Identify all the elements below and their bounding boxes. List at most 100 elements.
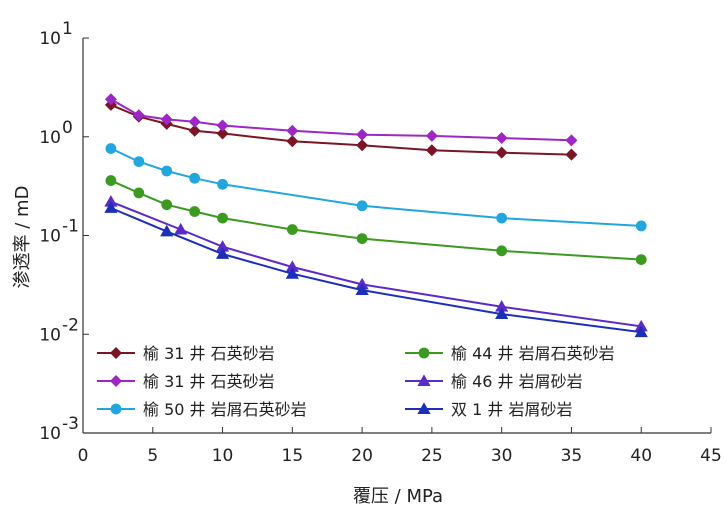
data-point (286, 224, 298, 235)
data-point (495, 146, 508, 159)
data-point (495, 307, 509, 320)
data-point (635, 220, 647, 232)
data-point (285, 267, 299, 279)
x-tick-label: 20 (351, 446, 373, 466)
series-line (110, 103, 572, 156)
legend-marker (110, 347, 122, 359)
data-point (105, 175, 117, 186)
x-tick-label: 0 (78, 446, 89, 466)
data-point (217, 178, 228, 190)
legend-item: 双 1 井 岩屑砂岩 (405, 400, 572, 419)
series-2 (104, 93, 578, 147)
data-point (133, 156, 145, 168)
y-tick-label: 10 (39, 227, 61, 247)
legend-label: 榆 44 井 岩屑石英砂岩 (451, 344, 615, 363)
data-point (161, 199, 173, 211)
data-point (635, 254, 647, 266)
data-point (188, 124, 201, 137)
data-point (425, 129, 438, 142)
data-point (216, 127, 229, 140)
legend-marker (417, 374, 431, 386)
data-point (215, 240, 230, 252)
legend-label: 双 1 井 岩屑砂岩 (451, 400, 572, 419)
data-point (189, 206, 201, 217)
legend-label: 榆 31 井 石英砂岩 (143, 372, 275, 391)
data-point (160, 113, 173, 126)
data-point (160, 224, 174, 237)
data-point (104, 195, 118, 207)
series-line (110, 200, 642, 328)
x-tick-label: 5 (147, 446, 158, 466)
x-tick-label: 25 (421, 446, 443, 466)
legend-item: 榆 50 井 岩屑石英砂岩 (97, 400, 307, 419)
data-point (133, 187, 145, 199)
y-tick-label: 10 (39, 29, 61, 49)
y-tick-label: 10 (39, 128, 61, 148)
series-1 (104, 98, 578, 161)
legend-label: 榆 46 井 岩屑砂岩 (451, 372, 583, 391)
x-tick-label: 35 (561, 446, 583, 466)
y-tick-exponent: 0 (62, 118, 73, 138)
y-tick-exponent: -2 (62, 315, 79, 335)
data-point (286, 135, 299, 148)
x-tick-label: 10 (212, 446, 234, 466)
data-point (496, 212, 508, 224)
x-tick-label: 45 (700, 446, 722, 466)
series-line (110, 98, 572, 142)
data-point (356, 233, 368, 245)
data-point (495, 300, 509, 312)
y-axis-title: 渗透率 / mD (12, 186, 33, 289)
y-tick-label: 10 (39, 424, 61, 444)
data-point (495, 132, 508, 145)
data-point (356, 139, 369, 152)
legend-item: 榆 31 井 石英砂岩 (97, 344, 275, 363)
data-point (286, 124, 299, 137)
legend-marker (110, 403, 122, 415)
series-6 (104, 201, 648, 338)
series-4 (105, 175, 647, 266)
legend: 榆 31 井 石英砂岩榆 44 井 岩屑石英砂岩榆 31 井 石英砂岩榆 46 … (97, 344, 615, 419)
data-point (174, 222, 188, 235)
legend-item: 榆 46 井 岩屑砂岩 (405, 372, 583, 391)
data-point (216, 119, 229, 132)
data-point (565, 134, 578, 147)
data-point (634, 325, 648, 338)
legend-marker (110, 375, 122, 387)
data-point (565, 148, 578, 161)
series-5 (104, 195, 648, 332)
series-line (110, 207, 642, 334)
data-point (356, 200, 368, 212)
data-point (356, 128, 369, 141)
data-point (496, 245, 508, 257)
data-point (217, 212, 228, 224)
data-point (104, 93, 117, 106)
x-axis-title: 覆压 / MPa (353, 486, 443, 507)
y-tick-label: 10 (39, 325, 61, 345)
data-point (355, 283, 369, 296)
data-point (105, 143, 117, 154)
series-3 (105, 143, 647, 232)
legend-marker (418, 347, 430, 359)
legend-label: 榆 50 井 岩屑石英砂岩 (143, 400, 307, 419)
x-tick-label: 15 (282, 446, 304, 466)
legend-item: 榆 31 井 石英砂岩 (97, 372, 275, 391)
x-tick-label: 40 (630, 446, 652, 466)
legend-marker (417, 402, 431, 414)
y-tick-exponent: -1 (62, 217, 79, 237)
y-tick-exponent: 1 (62, 19, 73, 39)
legend-label: 榆 31 井 石英砂岩 (143, 344, 275, 363)
x-tick-label: 30 (491, 446, 513, 466)
data-point (189, 172, 201, 184)
legend-item: 榆 44 井 岩屑石英砂岩 (405, 344, 615, 363)
y-tick-exponent: -3 (62, 414, 79, 434)
data-point (132, 109, 145, 122)
series-lines (104, 93, 648, 338)
data-point (188, 115, 201, 128)
data-point (104, 201, 118, 213)
data-point (215, 247, 230, 259)
series-line (110, 179, 642, 261)
data-point (161, 165, 173, 177)
data-point (285, 260, 299, 272)
